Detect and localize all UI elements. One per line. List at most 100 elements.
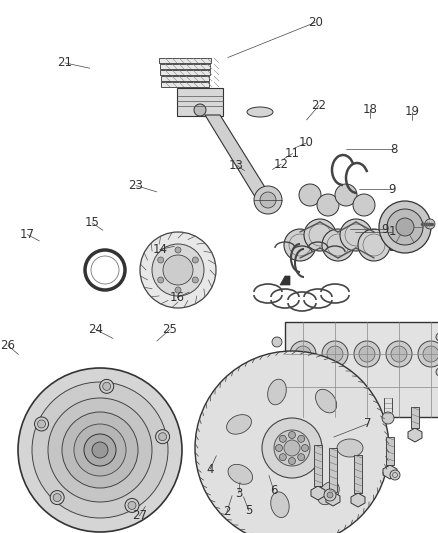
Polygon shape xyxy=(354,455,362,493)
Text: 2: 2 xyxy=(223,505,231,518)
Ellipse shape xyxy=(315,389,337,413)
Circle shape xyxy=(386,341,412,367)
Text: 9: 9 xyxy=(381,223,389,236)
Polygon shape xyxy=(314,445,322,486)
Circle shape xyxy=(322,229,354,261)
Circle shape xyxy=(158,257,164,263)
Circle shape xyxy=(436,333,438,341)
Text: 21: 21 xyxy=(57,56,72,69)
Circle shape xyxy=(50,490,64,505)
Ellipse shape xyxy=(268,379,286,405)
Text: 6: 6 xyxy=(270,484,278,497)
Circle shape xyxy=(387,209,423,245)
Polygon shape xyxy=(329,448,337,492)
Circle shape xyxy=(175,247,181,253)
Polygon shape xyxy=(177,88,223,116)
Circle shape xyxy=(324,489,336,501)
Circle shape xyxy=(74,424,126,476)
Circle shape xyxy=(32,382,168,518)
Circle shape xyxy=(272,359,282,369)
Circle shape xyxy=(327,346,343,362)
Circle shape xyxy=(284,229,316,261)
Circle shape xyxy=(18,368,182,532)
Text: 4: 4 xyxy=(206,463,214,475)
Circle shape xyxy=(317,194,339,216)
Text: 15: 15 xyxy=(85,216,99,229)
Text: 13: 13 xyxy=(229,159,244,172)
Circle shape xyxy=(48,398,152,502)
Circle shape xyxy=(353,194,375,216)
Polygon shape xyxy=(411,407,419,428)
Polygon shape xyxy=(161,76,209,81)
Circle shape xyxy=(298,435,305,442)
Circle shape xyxy=(92,442,108,458)
Ellipse shape xyxy=(318,481,339,505)
Circle shape xyxy=(423,346,438,362)
Circle shape xyxy=(284,440,300,456)
Circle shape xyxy=(327,492,333,498)
Ellipse shape xyxy=(337,439,363,457)
Circle shape xyxy=(272,381,282,391)
Ellipse shape xyxy=(228,464,253,484)
Circle shape xyxy=(262,418,322,478)
Circle shape xyxy=(276,445,283,451)
Circle shape xyxy=(279,435,286,442)
Circle shape xyxy=(194,104,206,116)
Circle shape xyxy=(279,454,286,461)
Circle shape xyxy=(382,412,394,424)
Text: 17: 17 xyxy=(20,228,35,241)
Circle shape xyxy=(175,287,181,293)
Circle shape xyxy=(254,186,282,214)
Circle shape xyxy=(152,244,204,296)
Text: 11: 11 xyxy=(285,147,300,160)
Text: 24: 24 xyxy=(88,323,103,336)
Circle shape xyxy=(125,498,139,512)
Circle shape xyxy=(354,341,380,367)
Circle shape xyxy=(35,417,49,431)
Circle shape xyxy=(418,341,438,367)
Circle shape xyxy=(390,470,400,480)
Text: 5: 5 xyxy=(245,504,252,517)
Circle shape xyxy=(298,454,305,461)
Polygon shape xyxy=(161,82,209,87)
Text: 3: 3 xyxy=(235,487,242,499)
Circle shape xyxy=(140,232,216,308)
Polygon shape xyxy=(280,276,290,285)
Circle shape xyxy=(322,341,348,367)
Circle shape xyxy=(358,229,390,261)
Circle shape xyxy=(158,277,164,283)
Text: 20: 20 xyxy=(308,16,323,29)
Polygon shape xyxy=(383,465,397,479)
Circle shape xyxy=(295,346,311,362)
Ellipse shape xyxy=(226,415,251,434)
Polygon shape xyxy=(351,493,365,507)
Circle shape xyxy=(84,434,116,466)
Circle shape xyxy=(379,201,431,253)
Text: 7: 7 xyxy=(364,417,372,430)
Ellipse shape xyxy=(247,107,273,117)
Text: 22: 22 xyxy=(311,99,326,112)
Circle shape xyxy=(289,432,296,439)
Circle shape xyxy=(340,219,372,251)
Polygon shape xyxy=(311,486,325,500)
Text: 10: 10 xyxy=(299,136,314,149)
Circle shape xyxy=(163,255,193,285)
Circle shape xyxy=(195,351,389,533)
Text: 23: 23 xyxy=(128,179,143,192)
Circle shape xyxy=(425,219,435,229)
Polygon shape xyxy=(205,115,276,205)
Circle shape xyxy=(396,218,414,236)
Circle shape xyxy=(304,219,336,251)
Polygon shape xyxy=(159,58,211,63)
Text: 26: 26 xyxy=(0,339,15,352)
Circle shape xyxy=(391,346,407,362)
Circle shape xyxy=(102,382,111,390)
Text: 9: 9 xyxy=(388,183,396,196)
Circle shape xyxy=(335,184,357,206)
Text: 19: 19 xyxy=(404,106,419,118)
Polygon shape xyxy=(285,322,438,417)
Text: 12: 12 xyxy=(274,158,289,171)
Ellipse shape xyxy=(271,492,289,518)
Circle shape xyxy=(192,257,198,263)
Circle shape xyxy=(38,420,46,428)
